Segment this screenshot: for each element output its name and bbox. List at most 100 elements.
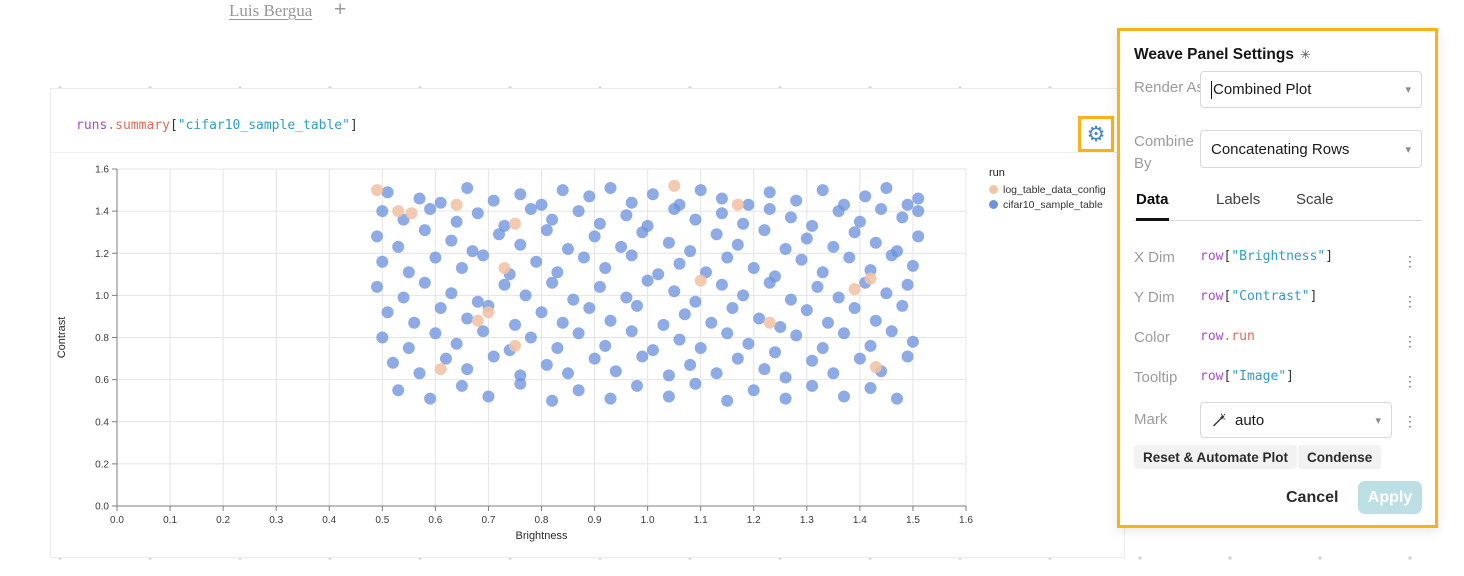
combine-by-dropdown[interactable]: Concatenating Rows ▾ — [1200, 130, 1422, 168]
svg-text:1.6: 1.6 — [959, 515, 973, 526]
settings-tabs: Data Labels Scale — [1134, 191, 1422, 221]
code-bracket: ] — [1309, 289, 1318, 304]
code-string: "Contrast" — [1231, 289, 1310, 304]
panel-settings-gear-button[interactable]: ⚙ — [1078, 116, 1114, 152]
svg-text:1.2: 1.2 — [95, 249, 109, 260]
expression-bracket-close: ] — [349, 118, 358, 133]
combine-by-label: Combine By — [1134, 133, 1195, 172]
svg-text:0.0: 0.0 — [110, 515, 124, 526]
chevron-down-icon: ▾ — [1405, 84, 1411, 96]
render-as-dropdown[interactable]: Combined Plot ▾ — [1200, 71, 1422, 108]
code-object: row — [1200, 329, 1224, 344]
plot-panel: runs.summary["cifar10_sample_table"] ⚙ 0… — [50, 88, 1125, 558]
x-dim-label: X Dim — [1134, 249, 1175, 266]
code-bracket: [ — [1223, 369, 1232, 384]
mark-label: Mark — [1134, 411, 1168, 428]
legend-swatch-icon — [989, 200, 998, 209]
code-string: "Image" — [1231, 369, 1287, 384]
expression-string: "cifar10_sample_table" — [177, 118, 350, 133]
svg-text:Brightness: Brightness — [516, 530, 568, 542]
tab-labels[interactable]: Labels — [1216, 191, 1261, 208]
magic-wand-icon — [1213, 413, 1226, 427]
color-menu-icon[interactable]: ⋮ — [1403, 333, 1417, 349]
code-object: row — [1200, 289, 1224, 304]
svg-text:0.4: 0.4 — [95, 417, 109, 428]
mark-menu-icon[interactable]: ⋮ — [1403, 413, 1417, 429]
svg-text:1.4: 1.4 — [95, 207, 109, 218]
svg-text:0.6: 0.6 — [95, 375, 109, 386]
code-property: .run — [1223, 329, 1255, 344]
legend-label: log_table_data_config — [1003, 183, 1106, 196]
combine-by-value: Concatenating Rows — [1211, 140, 1350, 158]
expression-property: .summary — [107, 118, 170, 133]
add-tab-button[interactable]: + — [334, 0, 347, 21]
y-dim-menu-icon[interactable]: ⋮ — [1403, 293, 1417, 309]
apply-button[interactable]: Apply — [1358, 481, 1422, 514]
svg-text:1.4: 1.4 — [853, 515, 867, 526]
weave-icon: ✳ — [1299, 47, 1311, 62]
legend-swatch-icon — [989, 185, 998, 194]
panel-expression[interactable]: runs.summary["cifar10_sample_table"] — [76, 118, 358, 133]
svg-text:Contrast: Contrast — [56, 317, 68, 359]
mark-value: auto — [1235, 411, 1265, 429]
tab-scale[interactable]: Scale — [1296, 191, 1334, 208]
svg-text:0.4: 0.4 — [322, 515, 336, 526]
svg-text:0.2: 0.2 — [95, 459, 109, 470]
color-expression[interactable]: row.run — [1200, 329, 1255, 344]
svg-text:1.0: 1.0 — [641, 515, 655, 526]
legend-entry: cifar10_sample_table — [989, 197, 1106, 212]
code-string: "Brightness" — [1231, 249, 1326, 264]
weave-panel-settings: Weave Panel Settings ✳ Render As Combined… — [1117, 28, 1438, 528]
svg-text:0.0: 0.0 — [95, 502, 109, 513]
chevron-down-icon: ▾ — [1375, 414, 1381, 427]
plot-legend: run log_table_data_config cifar10_sample_… — [989, 167, 1106, 212]
svg-text:1.3: 1.3 — [800, 515, 814, 526]
tooltip-expression[interactable]: row["Image"] — [1200, 369, 1294, 384]
code-bracket: ] — [1286, 369, 1294, 384]
svg-text:0.8: 0.8 — [95, 333, 109, 344]
report-tab[interactable]: Luis Bergua — [229, 1, 313, 20]
x-dim-expression[interactable]: row["Brightness"] — [1200, 249, 1333, 264]
cancel-button[interactable]: Cancel — [1286, 489, 1339, 506]
svg-text:0.7: 0.7 — [481, 515, 495, 526]
condense-button[interactable]: Condense — [1298, 445, 1382, 469]
tab-data[interactable]: Data — [1136, 191, 1169, 221]
svg-text:0.2: 0.2 — [216, 515, 230, 526]
text-cursor — [1211, 80, 1212, 99]
y-dim-expression[interactable]: row["Contrast"] — [1200, 289, 1317, 304]
reset-automate-plot-button[interactable]: Reset & Automate Plot — [1134, 445, 1298, 469]
code-object: row — [1200, 369, 1224, 384]
render-as-label: Render As — [1134, 79, 1205, 96]
svg-text:0.9: 0.9 — [588, 515, 602, 526]
plot-panel-header: runs.summary["cifar10_sample_table"] — [51, 89, 1124, 153]
svg-text:1.0: 1.0 — [95, 291, 109, 302]
tooltip-menu-icon[interactable]: ⋮ — [1403, 373, 1417, 389]
code-bracket: [ — [1223, 249, 1232, 264]
legend-entry: log_table_data_config — [989, 182, 1106, 197]
legend-label: cifar10_sample_table — [1003, 198, 1103, 211]
code-bracket: ] — [1325, 249, 1334, 264]
svg-text:0.8: 0.8 — [535, 515, 549, 526]
svg-text:1.2: 1.2 — [747, 515, 761, 526]
render-as-value: Combined Plot — [1213, 81, 1312, 98]
svg-text:0.6: 0.6 — [428, 515, 442, 526]
tooltip-label: Tooltip — [1134, 369, 1178, 386]
legend-title: run — [989, 167, 1005, 179]
code-object: row — [1200, 249, 1224, 264]
chevron-down-icon: ▾ — [1405, 143, 1411, 156]
svg-text:1.6: 1.6 — [95, 165, 109, 176]
svg-text:1.5: 1.5 — [906, 515, 920, 526]
expression-bracket-open: [ — [169, 118, 178, 133]
code-bracket: [ — [1223, 289, 1232, 304]
settings-title: Weave Panel Settings ✳ — [1134, 46, 1311, 63]
expression-object: runs — [76, 118, 108, 133]
svg-text:0.3: 0.3 — [269, 515, 283, 526]
svg-text:0.1: 0.1 — [163, 515, 177, 526]
svg-text:0.5: 0.5 — [375, 515, 389, 526]
color-label: Color — [1134, 329, 1170, 346]
x-dim-menu-icon[interactable]: ⋮ — [1403, 253, 1417, 269]
svg-text:1.1: 1.1 — [694, 515, 708, 526]
gear-icon: ⚙ — [1086, 122, 1106, 146]
scatter-plot: 0.0 0.1 0.2 0.3 0.4 0.5 0.6 0.7 0.8 0.9 1.0 1.1 1.2 1… — [56, 165, 973, 543]
mark-dropdown[interactable]: auto ▾ — [1200, 402, 1392, 438]
